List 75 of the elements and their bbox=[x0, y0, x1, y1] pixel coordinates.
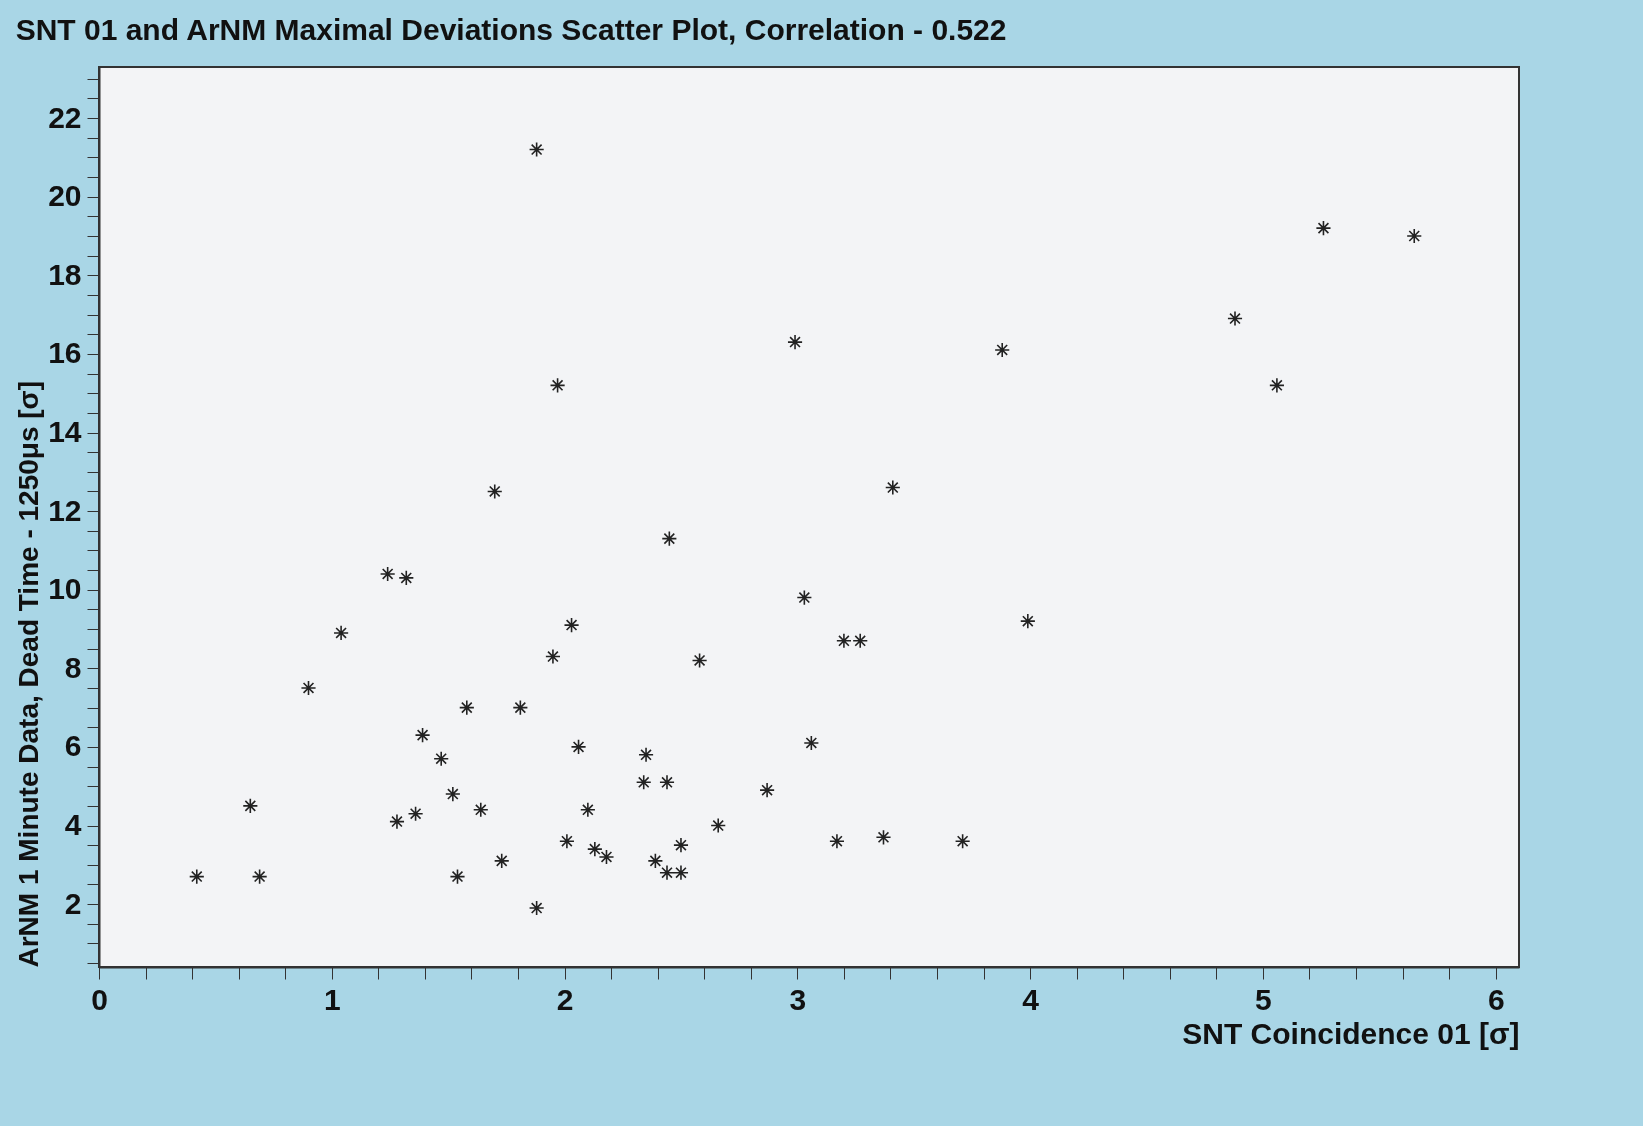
point bbox=[673, 837, 689, 854]
point bbox=[570, 739, 587, 755]
point bbox=[1019, 613, 1036, 630]
point bbox=[884, 479, 901, 496]
y-tick-label: 22 bbox=[48, 100, 82, 134]
chart-title: SNT 01 and ArNM Maximal Deviations Scatter Plot, Correlation - 0.522 bbox=[15, 12, 1007, 46]
point bbox=[379, 566, 396, 582]
point bbox=[333, 625, 349, 641]
point bbox=[458, 699, 475, 716]
point bbox=[414, 727, 431, 743]
point bbox=[994, 342, 1011, 358]
point bbox=[661, 530, 678, 547]
point bbox=[528, 900, 545, 916]
point bbox=[598, 849, 615, 865]
y-tick-label: 16 bbox=[48, 336, 82, 370]
y-tick-label: 12 bbox=[48, 493, 82, 527]
point bbox=[1406, 228, 1423, 244]
point bbox=[647, 853, 664, 869]
point bbox=[563, 617, 580, 633]
x-tick-label: 1 bbox=[323, 982, 341, 1016]
point bbox=[512, 699, 529, 716]
point bbox=[635, 774, 652, 791]
point bbox=[1269, 377, 1285, 394]
y-tick-label: 4 bbox=[64, 808, 82, 842]
y-axis-title: ArNM 1 Minute Data, Dead Time - 1250μs [σ] bbox=[13, 380, 45, 968]
y-tick-label: 8 bbox=[64, 650, 82, 684]
point bbox=[545, 648, 561, 665]
x-tick-label: 5 bbox=[1255, 982, 1272, 1016]
point bbox=[691, 652, 708, 669]
point bbox=[852, 632, 869, 649]
point bbox=[759, 782, 775, 799]
point bbox=[449, 868, 466, 885]
point bbox=[829, 833, 845, 850]
point bbox=[659, 774, 675, 791]
point bbox=[444, 786, 461, 802]
point bbox=[242, 797, 259, 814]
point bbox=[493, 853, 510, 869]
point bbox=[1315, 220, 1332, 237]
y-tick-label: 10 bbox=[48, 572, 82, 606]
y-tick-label: 6 bbox=[64, 729, 82, 763]
point bbox=[673, 864, 689, 881]
point bbox=[433, 750, 450, 767]
point bbox=[398, 570, 415, 586]
point bbox=[787, 334, 803, 350]
point bbox=[528, 141, 545, 158]
point bbox=[638, 746, 654, 763]
x-tick-label: 0 bbox=[91, 982, 108, 1016]
point bbox=[836, 632, 852, 649]
x-tick-label: 3 bbox=[789, 982, 807, 1016]
point bbox=[251, 868, 268, 885]
x-axis-title: SNT Coincidence 01 [σ] bbox=[1182, 1016, 1520, 1050]
y-tick-label: 20 bbox=[48, 179, 82, 213]
point bbox=[586, 841, 603, 857]
point bbox=[954, 833, 971, 850]
point bbox=[659, 864, 675, 881]
y-tick-label: 18 bbox=[48, 257, 82, 291]
point bbox=[486, 483, 503, 500]
x-tick-label: 2 bbox=[556, 982, 574, 1016]
point bbox=[875, 829, 892, 846]
point bbox=[796, 589, 813, 606]
point bbox=[549, 377, 566, 394]
x-tick-label: 4 bbox=[1022, 982, 1040, 1016]
point bbox=[188, 868, 205, 885]
point bbox=[579, 801, 596, 818]
point bbox=[389, 813, 405, 830]
point bbox=[803, 735, 820, 751]
point bbox=[300, 680, 317, 696]
point bbox=[472, 801, 489, 818]
y-tick-label: 2 bbox=[64, 886, 82, 920]
y-tick-label: 14 bbox=[48, 415, 82, 448]
point bbox=[407, 805, 424, 822]
x-tick-label: 6 bbox=[1487, 982, 1505, 1016]
point bbox=[1227, 310, 1243, 327]
point bbox=[559, 833, 575, 850]
point bbox=[710, 817, 727, 834]
